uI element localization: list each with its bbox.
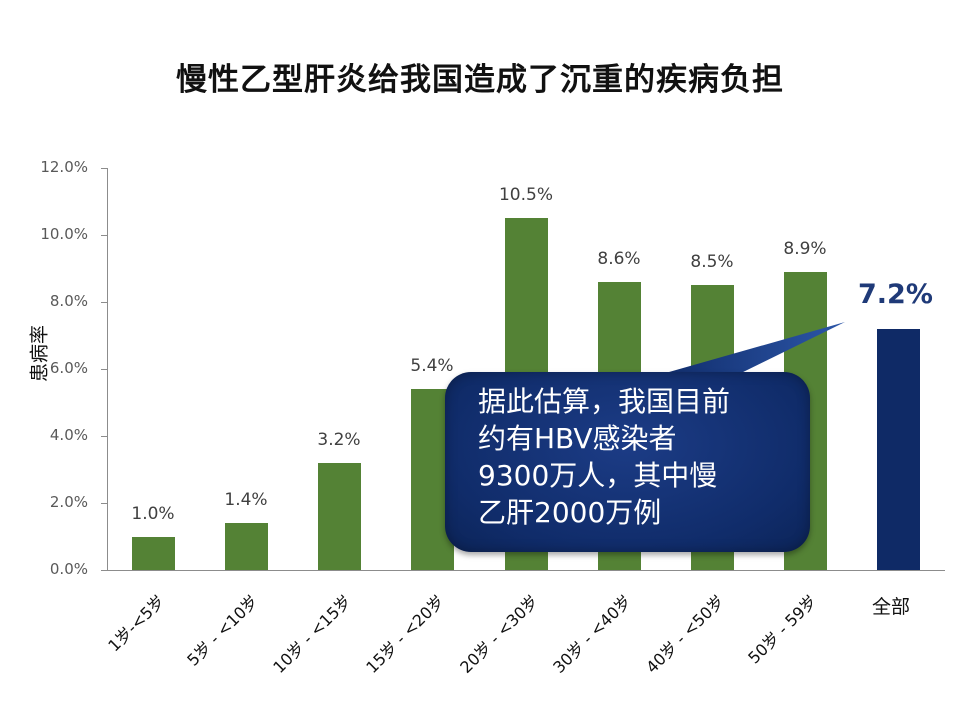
bar-value-label: 8.5% bbox=[690, 252, 734, 273]
bar bbox=[225, 523, 268, 570]
bar-value-label: 1.0% bbox=[131, 503, 175, 524]
y-tick-label: 2.0% bbox=[49, 493, 88, 511]
y-tick-label: 10.0% bbox=[40, 225, 88, 243]
bar-value-label: 8.6% bbox=[597, 248, 641, 269]
y-tick-mark bbox=[101, 436, 107, 437]
bar bbox=[132, 536, 175, 570]
y-tick-label: 8.0% bbox=[49, 292, 88, 310]
callout-line: 约有HBV感染者 bbox=[478, 422, 677, 455]
bar bbox=[318, 462, 361, 570]
bar-total bbox=[877, 328, 920, 570]
y-tick-mark bbox=[101, 168, 107, 169]
x-category-label: 全部 bbox=[872, 596, 911, 618]
y-tick-mark bbox=[101, 302, 107, 303]
bar-value-label: 3.2% bbox=[317, 429, 361, 450]
x-axis-line bbox=[107, 570, 945, 571]
y-tick-mark bbox=[101, 503, 107, 504]
y-tick-label: 6.0% bbox=[49, 359, 88, 377]
slide-title: 慢性乙型肝炎给我国造成了沉重的疾病负担 bbox=[176, 62, 784, 98]
y-tick-mark bbox=[101, 235, 107, 236]
bar-value-label: 1.4% bbox=[224, 490, 268, 511]
total-value-label: 7.2% bbox=[858, 278, 933, 310]
bar-value-label: 10.5% bbox=[498, 185, 553, 206]
bar-value-label: 5.4% bbox=[410, 356, 454, 377]
callout-line: 9300万人，其中慢 bbox=[478, 459, 718, 492]
callout-line: 据此估算，我国目前 bbox=[478, 385, 731, 418]
callout-text: 据此估算，我国目前 约有HBV感染者 9300万人，其中慢 乙肝2000万例 bbox=[478, 383, 798, 531]
y-tick-mark bbox=[101, 369, 107, 370]
y-tick-label: 12.0% bbox=[40, 158, 88, 176]
y-tick-label: 0.0% bbox=[49, 560, 88, 578]
y-tick-mark bbox=[101, 570, 107, 571]
y-axis-line bbox=[107, 168, 108, 570]
callout-line: 乙肝2000万例 bbox=[478, 496, 662, 529]
y-tick-label: 4.0% bbox=[49, 426, 88, 444]
callout-box bbox=[445, 372, 810, 552]
bar-value-label: 8.9% bbox=[783, 238, 827, 259]
